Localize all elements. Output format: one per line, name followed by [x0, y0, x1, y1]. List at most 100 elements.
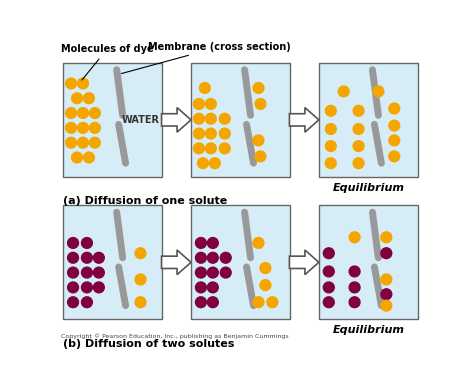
Circle shape — [389, 151, 400, 162]
Circle shape — [205, 113, 216, 124]
Circle shape — [135, 248, 146, 259]
Circle shape — [253, 237, 264, 248]
Bar — [63, 63, 162, 177]
Circle shape — [219, 128, 230, 139]
Circle shape — [208, 297, 218, 308]
Circle shape — [78, 123, 88, 133]
Circle shape — [219, 113, 230, 124]
Circle shape — [65, 108, 76, 118]
Circle shape — [195, 237, 206, 248]
Circle shape — [78, 108, 88, 118]
Circle shape — [349, 266, 360, 277]
Circle shape — [219, 143, 230, 154]
Text: Copyright © Pearson Education, Inc., publishing as Benjamin Cummings: Copyright © Pearson Education, Inc., pub… — [61, 333, 288, 339]
Circle shape — [323, 282, 334, 293]
Circle shape — [68, 297, 79, 308]
Circle shape — [82, 237, 92, 248]
Circle shape — [353, 124, 364, 134]
Circle shape — [349, 297, 360, 308]
Circle shape — [82, 267, 92, 278]
Circle shape — [389, 103, 400, 114]
Text: Equilibrium: Equilibrium — [332, 183, 404, 193]
Circle shape — [65, 78, 76, 89]
Circle shape — [208, 237, 218, 248]
Circle shape — [78, 78, 88, 89]
Circle shape — [255, 151, 266, 162]
Circle shape — [93, 252, 104, 263]
Bar — [191, 205, 290, 319]
Bar — [319, 205, 418, 319]
Circle shape — [389, 120, 400, 131]
Circle shape — [210, 158, 220, 169]
Circle shape — [267, 297, 278, 308]
Circle shape — [72, 152, 82, 163]
Circle shape — [253, 297, 264, 308]
Circle shape — [90, 108, 100, 118]
Circle shape — [220, 252, 231, 263]
Circle shape — [83, 152, 94, 163]
Circle shape — [323, 297, 334, 308]
Text: (a) Diffusion of one solute: (a) Diffusion of one solute — [63, 196, 228, 206]
Circle shape — [82, 282, 92, 293]
Circle shape — [68, 252, 79, 263]
Circle shape — [200, 83, 210, 93]
Circle shape — [208, 282, 218, 293]
Circle shape — [325, 158, 336, 169]
Circle shape — [195, 252, 206, 263]
Circle shape — [68, 282, 79, 293]
Circle shape — [193, 143, 204, 154]
Text: WATER: WATER — [121, 115, 159, 125]
Circle shape — [323, 248, 334, 259]
Circle shape — [325, 105, 336, 116]
Polygon shape — [162, 250, 191, 275]
Circle shape — [373, 86, 384, 97]
Bar — [63, 205, 162, 319]
Circle shape — [325, 141, 336, 152]
Circle shape — [90, 137, 100, 148]
Circle shape — [93, 282, 104, 293]
Circle shape — [260, 263, 271, 273]
Circle shape — [353, 105, 364, 116]
Polygon shape — [290, 108, 319, 132]
Circle shape — [323, 266, 334, 277]
Circle shape — [381, 300, 392, 311]
Circle shape — [353, 158, 364, 169]
Circle shape — [135, 297, 146, 308]
Circle shape — [353, 141, 364, 152]
Polygon shape — [162, 108, 191, 132]
Circle shape — [195, 297, 206, 308]
Circle shape — [338, 86, 349, 97]
Circle shape — [381, 289, 392, 300]
Polygon shape — [290, 250, 319, 275]
Circle shape — [68, 267, 79, 278]
Circle shape — [205, 98, 216, 109]
Circle shape — [349, 232, 360, 243]
Text: (b) Diffusion of two solutes: (b) Diffusion of two solutes — [63, 339, 235, 349]
Circle shape — [208, 267, 218, 278]
Circle shape — [68, 237, 79, 248]
Circle shape — [253, 135, 264, 146]
Circle shape — [381, 248, 392, 259]
Text: Membrane (cross section): Membrane (cross section) — [121, 42, 291, 74]
Circle shape — [220, 267, 231, 278]
Text: Molecules of dye: Molecules of dye — [61, 44, 154, 80]
Circle shape — [205, 128, 216, 139]
Circle shape — [135, 274, 146, 285]
Circle shape — [83, 93, 94, 104]
Bar — [319, 63, 418, 177]
Circle shape — [205, 143, 216, 154]
Circle shape — [82, 252, 92, 263]
Circle shape — [78, 137, 88, 148]
Bar — [191, 63, 290, 177]
Text: Equilibrium: Equilibrium — [332, 326, 404, 336]
Circle shape — [65, 137, 76, 148]
Circle shape — [195, 282, 206, 293]
Circle shape — [193, 128, 204, 139]
Circle shape — [193, 98, 204, 109]
Circle shape — [193, 113, 204, 124]
Circle shape — [253, 83, 264, 93]
Circle shape — [93, 267, 104, 278]
Circle shape — [208, 252, 218, 263]
Circle shape — [389, 135, 400, 146]
Circle shape — [198, 158, 209, 169]
